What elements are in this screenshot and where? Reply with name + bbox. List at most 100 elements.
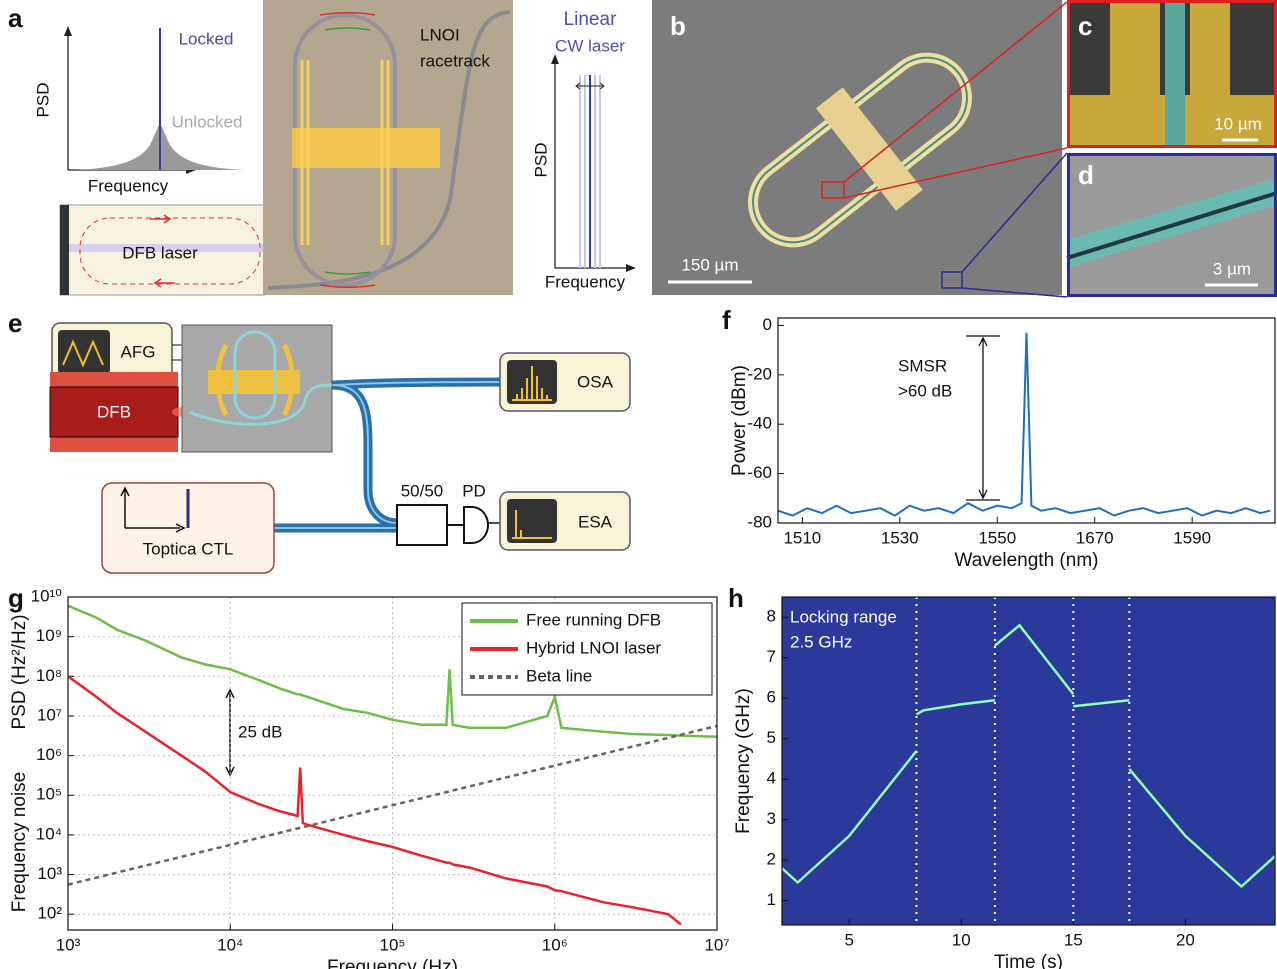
panel-d: 3 µm [1067,153,1277,297]
axis-label: Frequency [545,272,626,291]
x-axis-label: Frequency (Hz) [327,957,458,969]
panel-c: 10 µm [1067,0,1277,148]
y-axis-label: Power (dBm) [729,365,750,476]
annotation: Locking range [790,607,897,626]
arrow [64,26,72,36]
annotation: 25 dB [238,722,282,741]
panel-label: h [728,583,744,613]
label: PD [462,481,486,500]
waveguide [1165,0,1185,148]
x-tick-label: 10⁶ [542,935,568,954]
electrode [208,370,300,394]
label: AFG [121,342,156,361]
screen [507,499,557,543]
panel-label: e [8,308,22,338]
y-tick-label: 2 [767,850,776,869]
y-tick-label: 10⁴ [36,824,62,843]
scale-label: 150 µm [681,255,738,274]
x-tick-label: 10⁷ [704,935,729,954]
smsr-arrow [966,336,1000,500]
panel-label: f [722,305,731,335]
x-tick-label: 10 [952,930,971,949]
arrow [626,264,636,272]
panel-label: d [1078,160,1094,190]
panel-label: g [8,583,24,613]
arrow [551,54,559,64]
facet [60,205,69,295]
y-axis-label: Frequency (GHz) [733,688,754,834]
y-tick-label: 10³ [37,864,62,883]
x-tick-label: 5 [844,930,853,949]
label: Locked [179,29,234,48]
scale-label: 3 µm [1213,259,1251,278]
annotation: >60 dB [898,381,952,400]
y-tick-label: 10⁷ [37,705,62,724]
panel-label: c [1078,11,1092,41]
x-tick-label: 20 [1176,930,1195,949]
x-tick-label: 10⁵ [380,935,406,954]
y-tick-label: 10² [37,904,62,923]
label: racetrack [420,51,490,70]
y-tick-label: 8 [767,607,776,626]
y-tick-label: -60 [747,463,772,482]
y-tick-label: 4 [767,769,776,788]
y-tick-label: 10⁹ [36,626,62,645]
annotation: 2.5 GHz [790,632,852,651]
x-tick-label: 1550 [978,528,1016,547]
photodiode [464,507,488,543]
x-axis-label: Wavelength (nm) [955,550,1099,571]
x-tick-label: 15 [1064,930,1083,949]
label: CW laser [555,36,625,55]
y-tick-label: 7 [767,647,776,666]
y-tick-label: 1 [767,890,776,909]
label: 50/50 [401,481,444,500]
legend-label: Hybrid LNOI laser [526,638,661,657]
label: Linear [564,9,617,30]
x-tick-label: 10³ [56,935,81,954]
label: DFB laser [122,243,198,262]
screen [58,330,110,374]
x-tick-label: 1530 [881,528,919,547]
y-tick-label: -40 [747,414,772,433]
y-tick-label: -80 [747,512,772,531]
plot-background [782,597,1275,925]
legend-label: Beta line [526,666,592,685]
y-tick-label: 5 [767,728,776,747]
y-tick-label: 10⁵ [36,785,62,804]
electrode [292,128,440,168]
electrode [1190,0,1230,95]
x-tick-label: 1670 [1076,528,1114,547]
panel-b: 150 µm [652,0,1067,297]
splitter [397,505,447,545]
y-tick-label: 0 [763,315,772,334]
axis-label: Frequency [88,176,169,195]
x-axis-label: Time (s) [994,952,1063,969]
x-tick-label: 1590 [1173,528,1211,547]
panel-label: a [8,3,23,33]
y-axis-label: Frequency noise [9,772,30,912]
y-tick-label: 10¹⁰ [31,586,63,605]
axis-label: PSD [33,83,52,118]
y-tick-label: 10⁸ [36,666,62,685]
y-tick-label: -20 [747,364,772,383]
legend-label: Free running DFB [526,610,661,629]
scale-label: 10 µm [1214,114,1262,133]
electrode [1110,0,1160,95]
axis-label: PSD [531,143,550,178]
label: ESA [578,512,613,531]
figure: Locked Unlocked PSD Frequency DFB laser … [0,0,1277,969]
chart: 5 10 15 20 1 2 3 4 5 6 7 8 Time (s) Frequency (GHz) Lo… [733,597,1275,969]
label: Unlocked [172,112,243,131]
panel-a: Locked Unlocked PSD Frequency DFB laser … [33,0,636,295]
series-line [778,333,1270,516]
label: OSA [577,372,614,391]
label: DFB [97,402,131,421]
panel-e: AFG DFB OSA ESA Toptica CTL 50/50 PD [50,323,630,573]
y-tick-label: 10⁶ [36,745,62,764]
y-tick-label: 6 [767,688,776,707]
y-tick-label: 3 [767,809,776,828]
annotation: SMSR [898,356,947,375]
panel-label: b [670,11,686,41]
y-axis-label: PSD (Hz²/Hz) [9,614,30,729]
